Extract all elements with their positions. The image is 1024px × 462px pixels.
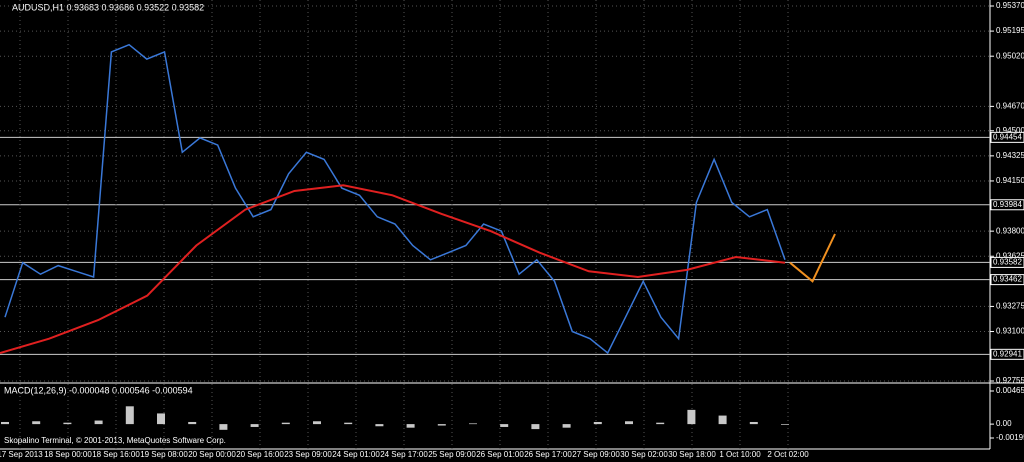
y-tick-label: 0.00465: [996, 386, 1024, 395]
y-tick-label: 0.93100: [996, 327, 1024, 336]
x-tick-label: 26 Sep 17:00: [524, 450, 572, 459]
macd-bar: [781, 424, 789, 425]
macd-bar: [219, 424, 228, 430]
y-tick-label: 0.93800: [996, 226, 1024, 235]
macd-bar: [250, 424, 259, 427]
y-tick-label: 0.94325: [996, 151, 1024, 160]
x-tick-label: 25 Sep 09:00: [428, 450, 476, 459]
level-box: [990, 131, 1024, 143]
level-box: [990, 256, 1024, 268]
x-tick-label: 26 Sep 01:00: [476, 450, 524, 459]
macd-bar: [344, 422, 353, 425]
y-tick-label: 0.94500: [996, 126, 1024, 135]
macd-bar: [1, 421, 9, 425]
price-line: [0, 184, 786, 354]
macd-bar: [63, 422, 72, 425]
macd-bar: [562, 424, 571, 428]
x-tick-label: 18 Sep 00:00: [44, 450, 92, 459]
x-tick-label: 20 Sep 00:00: [188, 450, 236, 459]
level-box: [990, 274, 1024, 286]
y-tick-label: 0.92755: [996, 376, 1024, 385]
price-line: [789, 233, 836, 283]
y-tick-label: 0.95195: [996, 26, 1024, 35]
x-tick-label: 23 Sep 09:00: [284, 450, 332, 459]
x-tick-label: 1 Oct 10:00: [719, 450, 761, 459]
level-label: 0.92941: [993, 349, 1022, 358]
macd-bar: [531, 424, 540, 430]
x-tick-label: 27 Sep 09:00: [572, 450, 620, 459]
level-box: [990, 348, 1024, 360]
macd-bar: [625, 421, 633, 425]
x-tick-label: 18 Sep 16:00: [92, 450, 140, 459]
y-tick-label: 0.95020: [996, 51, 1024, 60]
y-tick-label: 0.93625: [996, 251, 1024, 260]
price-line: [4, 43, 786, 355]
macd-bar: [437, 424, 446, 426]
chart-title: AUDUSD,H1 0.93683 0.93686 0.93522 0.9358…: [12, 2, 204, 12]
x-tick-label: 24 Sep 01:00: [332, 450, 380, 459]
macd-bar: [32, 421, 41, 425]
level-label: 0.93984: [993, 200, 1022, 209]
macd-bar: [593, 421, 602, 425]
macd-bar: [281, 422, 290, 425]
macd-bar: [656, 422, 665, 425]
x-tick-label: 2 Oct 02:00: [767, 450, 809, 459]
macd-bar: [749, 421, 758, 425]
y-tick-label: -0.00195: [996, 433, 1024, 442]
copyright: Skopalino Terminal, © 2001-2013, MetaQuo…: [4, 436, 226, 445]
macd-bar: [375, 424, 384, 427]
macd-bar: [94, 420, 103, 425]
x-tick-label: 30 Sep 02:00: [620, 450, 668, 459]
x-tick-label: 30 Sep 18:00: [668, 450, 716, 459]
macd-bar: [313, 421, 321, 425]
macd-bar: [188, 421, 197, 425]
x-tick-label: 24 Sep 17:00: [380, 450, 428, 459]
macd-bar: [687, 409, 696, 425]
macd-bar: [469, 423, 477, 425]
macd-title: MACD(12,26,9) -0.000048 0.000546 -0.0005…: [4, 385, 193, 395]
y-tick-label: 0.95370: [996, 1, 1024, 10]
macd-bar: [500, 424, 509, 427]
y-tick-label: 0.94150: [996, 176, 1024, 185]
macd-bar: [406, 424, 415, 428]
level-box: [990, 199, 1024, 211]
level-label: 0.93582: [993, 258, 1022, 267]
level-label: 0.93462: [993, 275, 1022, 284]
y-tick-label: 0.00: [996, 419, 1012, 428]
macd-bar: [157, 413, 165, 425]
y-tick-label: 0.93275: [996, 302, 1024, 311]
y-tick-label: 0.94670: [996, 101, 1024, 110]
level-label: 0.94454: [993, 132, 1022, 141]
x-tick-label: 20 Sep 16:00: [236, 450, 284, 459]
x-tick-label: 19 Sep 08:00: [140, 450, 188, 459]
macd-bar: [718, 415, 727, 425]
macd-bar: [125, 406, 134, 425]
x-tick-label: 17 Sep 2013: [0, 450, 43, 459]
